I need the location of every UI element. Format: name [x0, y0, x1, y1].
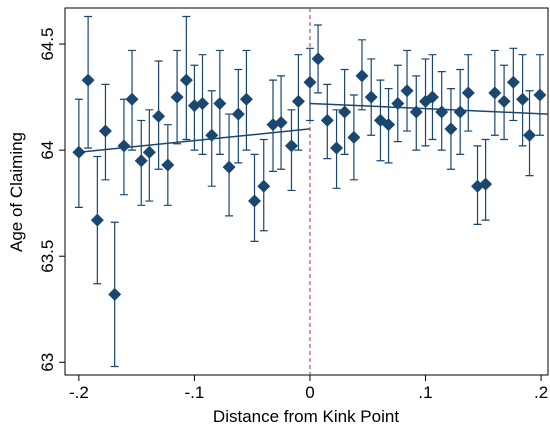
- marker: [161, 158, 175, 172]
- marker: [179, 73, 193, 87]
- marker: [196, 96, 210, 110]
- marker: [134, 154, 148, 168]
- marker: [453, 105, 467, 119]
- marker: [81, 73, 95, 87]
- y-tick-label: 63.5: [38, 240, 57, 273]
- marker: [533, 88, 547, 102]
- marker: [347, 130, 361, 144]
- marker: [98, 124, 112, 138]
- y-tick-label: 64.5: [38, 28, 57, 61]
- marker: [364, 90, 378, 104]
- marker: [488, 86, 502, 100]
- x-tick-label: .2: [534, 383, 548, 402]
- x-tick-label: .1: [418, 383, 432, 402]
- marker: [222, 160, 236, 174]
- marker: [284, 139, 298, 153]
- marker: [479, 177, 493, 191]
- marker: [239, 92, 253, 106]
- marker: [231, 107, 245, 121]
- marker: [108, 287, 122, 301]
- marker: [355, 69, 369, 83]
- marker: [338, 105, 352, 119]
- x-tick-label: -.2: [69, 383, 89, 402]
- marker: [409, 105, 423, 119]
- marker: [425, 90, 439, 104]
- plot-frame: [64, 7, 549, 376]
- marker: [435, 105, 449, 119]
- marker: [444, 122, 458, 136]
- marker: [320, 113, 334, 127]
- marker: [400, 84, 414, 98]
- marker: [72, 145, 86, 159]
- marker: [248, 194, 262, 208]
- marker: [213, 96, 227, 110]
- marker: [90, 213, 104, 227]
- marker: [142, 145, 156, 159]
- marker: [461, 86, 475, 100]
- marker: [170, 90, 184, 104]
- marker: [117, 139, 131, 153]
- marker: [516, 92, 530, 106]
- marker: [382, 118, 396, 132]
- marker: [291, 94, 305, 108]
- x-axis-label: Distance from Kink Point: [213, 407, 399, 426]
- marker: [257, 179, 271, 193]
- y-tick-label: 64: [38, 141, 57, 160]
- x-tick-label: 0: [305, 383, 314, 402]
- marker: [274, 116, 288, 130]
- fit-line: [78, 128, 311, 154]
- marker: [205, 128, 219, 142]
- fit-line: [309, 102, 549, 115]
- marker: [303, 75, 317, 89]
- marker: [497, 94, 511, 108]
- marker: [330, 141, 344, 155]
- marker: [125, 92, 139, 106]
- marker: [506, 75, 520, 89]
- y-axis-label: Age of Claiming: [7, 132, 26, 252]
- marker: [523, 128, 537, 142]
- marker: [152, 109, 166, 123]
- y-tick-label: 63: [38, 353, 57, 372]
- marker: [391, 96, 405, 110]
- marker: [311, 52, 325, 66]
- x-tick-label: -.1: [184, 383, 204, 402]
